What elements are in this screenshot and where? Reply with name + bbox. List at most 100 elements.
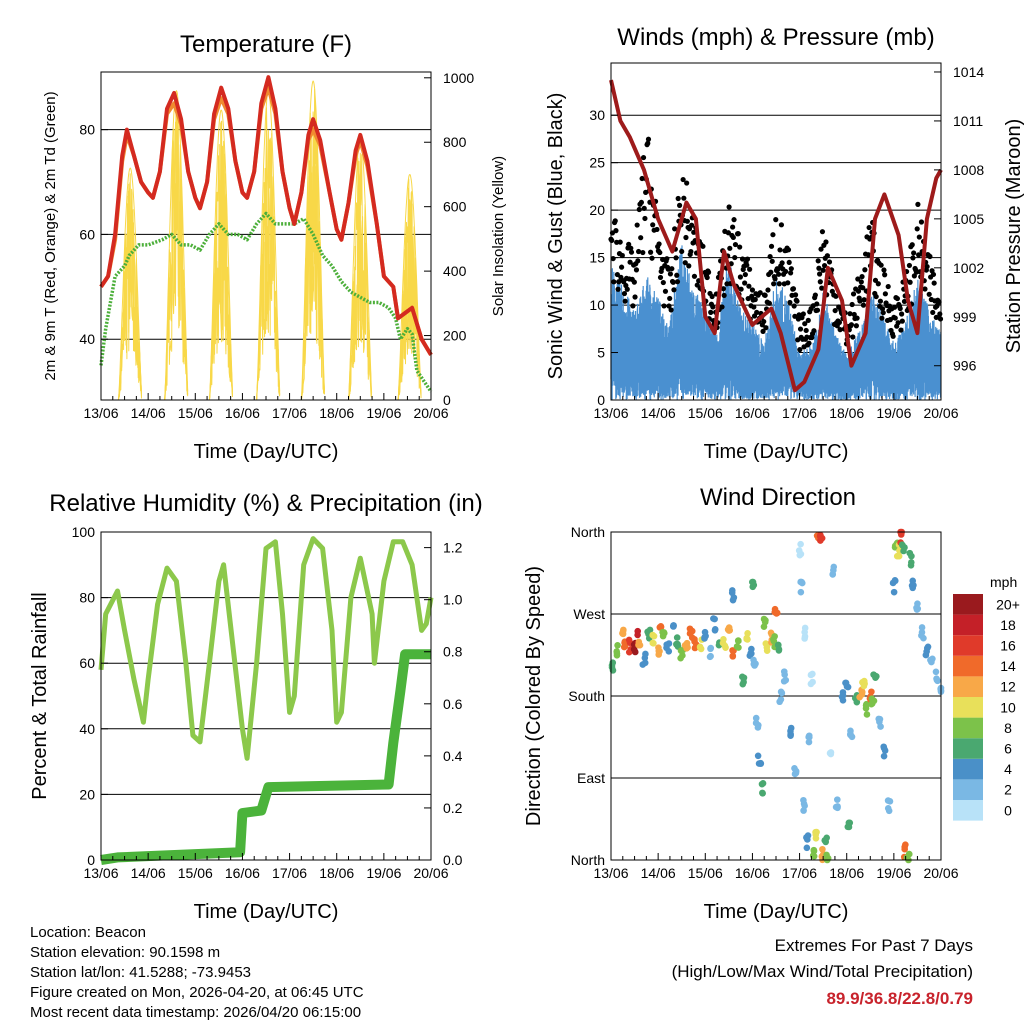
temperature-title: Temperature (F)	[180, 31, 352, 58]
y-tick-label: 20	[79, 786, 95, 802]
temperature-panel: Temperature (F) Time (Day/UTC) 2m & 9m T…	[42, 31, 507, 463]
direction-point	[726, 627, 734, 634]
plot-border	[610, 62, 942, 401]
colorbar-label: 16	[1000, 638, 1016, 654]
colorbar-label: 14	[1000, 658, 1016, 674]
gust-point	[818, 246, 824, 252]
x-tick-label: 20/06	[413, 405, 448, 421]
direction-point	[655, 644, 662, 651]
gust-point	[673, 255, 679, 261]
gust-point	[624, 286, 630, 292]
gust-point	[719, 304, 725, 310]
direction-point	[890, 588, 898, 596]
direction-point	[933, 676, 941, 684]
gust-point	[817, 279, 823, 285]
gust-point	[638, 199, 645, 206]
gust-point	[936, 299, 942, 305]
direction-point	[770, 637, 778, 645]
colorbar-label: 4	[1004, 761, 1012, 777]
y-right-tick-label: 0.8	[443, 644, 463, 660]
x-tick-label: 19/06	[366, 865, 401, 881]
gust-point	[730, 224, 736, 230]
gust-point	[909, 242, 915, 248]
direction-point	[844, 823, 852, 831]
created-text: Figure created on Mon, 2026-04-20, at 06…	[30, 984, 364, 1001]
gust-point	[792, 292, 799, 298]
gust-point	[770, 232, 776, 238]
gust-point	[873, 293, 879, 300]
direction-point	[681, 642, 689, 649]
direction-point	[778, 689, 786, 697]
direction-point	[631, 648, 639, 656]
gust-point	[937, 311, 943, 317]
gust-point	[785, 247, 792, 253]
solar-insolation-line	[300, 100, 325, 401]
gust-point	[897, 305, 903, 312]
gust-point	[797, 326, 804, 332]
gust-point	[836, 319, 843, 325]
direction-point	[886, 798, 894, 805]
direction-point	[875, 715, 882, 723]
direction-point	[759, 789, 766, 797]
y-tick-label: 60	[79, 655, 95, 671]
gust-point	[674, 272, 680, 278]
y-tick-label: 30	[589, 107, 605, 123]
winds-xlabel: Time (Day/UTC)	[704, 441, 849, 463]
direction-point	[908, 552, 915, 560]
gust-point	[895, 320, 901, 326]
x-tick-label: 15/06	[178, 865, 213, 881]
humidity-ylabel: Percent & Total Rainfall	[29, 592, 51, 800]
direction-point	[669, 622, 677, 630]
gust-point	[730, 234, 736, 241]
gust-point	[661, 303, 667, 309]
gust-point	[727, 245, 733, 251]
gust-point	[927, 253, 933, 260]
elevation-text: Station elevation: 90.1598 m	[30, 944, 220, 961]
colorbar-label: 8	[1004, 720, 1012, 736]
direction-point	[791, 770, 799, 778]
x-tick-label: 18/06	[829, 865, 864, 881]
y-right-tick-label: 400	[443, 263, 467, 279]
direction-point	[657, 623, 665, 631]
gust-point	[710, 304, 716, 310]
gust-point	[779, 260, 785, 266]
gust-point	[669, 266, 675, 272]
gust-point	[619, 264, 625, 270]
gust-point	[854, 315, 860, 321]
y-tick-label: North	[571, 852, 605, 868]
gust-point	[639, 175, 645, 182]
direction-point	[773, 610, 780, 617]
direction-point	[853, 698, 861, 706]
gust-point	[666, 303, 672, 309]
direction-point	[625, 636, 633, 644]
direction-point	[907, 559, 915, 566]
direction-point	[755, 721, 762, 729]
x-tick-label: 15/06	[688, 865, 723, 881]
gust-point	[850, 334, 856, 340]
direction-point	[720, 636, 727, 643]
direction-point	[797, 540, 804, 548]
gust-point	[768, 269, 774, 275]
direction-point	[800, 796, 807, 804]
gust-point	[749, 287, 756, 293]
direction-point	[710, 615, 717, 622]
y-tick-label: 5	[597, 345, 605, 361]
gust-point	[788, 270, 794, 276]
gust-point	[797, 347, 803, 353]
x-tick-label: 13/06	[83, 405, 118, 421]
pressure-line	[609, 79, 943, 393]
colorbar-label: 10	[1000, 699, 1016, 715]
gust-point	[720, 286, 727, 292]
direction-point	[787, 732, 794, 739]
gust-point	[721, 292, 727, 299]
direction-point	[901, 544, 908, 551]
x-tick-label: 17/06	[782, 405, 817, 421]
gust-point	[878, 262, 884, 268]
gust-point	[806, 340, 812, 346]
gust-point	[704, 274, 710, 281]
x-tick-label: 15/06	[178, 405, 213, 421]
direction-point	[810, 852, 818, 860]
direction-point	[868, 695, 876, 703]
gust-point	[645, 136, 652, 142]
